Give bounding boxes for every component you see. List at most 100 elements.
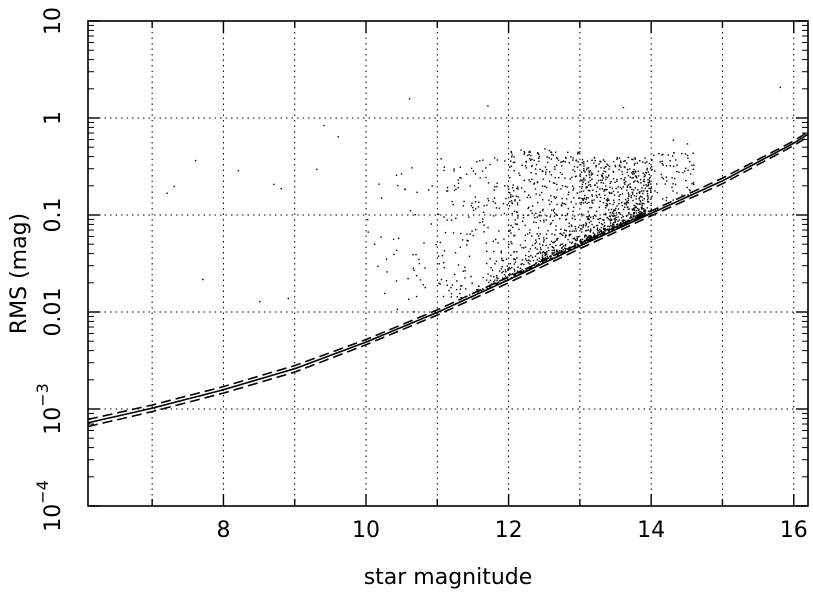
data-point: [598, 180, 599, 181]
data-point: [580, 228, 581, 229]
data-point: [598, 163, 599, 164]
data-point: [567, 152, 568, 153]
data-point: [599, 222, 600, 223]
data-point: [539, 251, 540, 252]
data-point: [584, 198, 585, 199]
data-point: [693, 182, 694, 183]
data-point: [608, 209, 609, 210]
data-point: [384, 293, 385, 294]
data-point: [545, 171, 546, 172]
model-curve-dashed: [88, 137, 808, 427]
data-point: [538, 235, 539, 236]
data-point: [380, 237, 381, 238]
data-point: [529, 229, 530, 230]
data-point: [487, 105, 488, 106]
data-point: [639, 197, 640, 198]
data-point: [489, 164, 490, 165]
data-point: [480, 177, 481, 178]
data-point: [381, 197, 382, 198]
data-point: [586, 168, 587, 169]
data-point: [514, 162, 515, 163]
data-point: [648, 185, 649, 186]
data-point: [494, 280, 495, 281]
data-point: [670, 160, 671, 161]
data-point: [549, 204, 550, 205]
data-point: [288, 298, 289, 299]
data-point: [515, 219, 516, 220]
data-point: [555, 229, 556, 230]
data-point: [546, 251, 547, 252]
data-point: [523, 264, 524, 265]
data-point: [526, 260, 527, 261]
data-point: [532, 213, 533, 214]
data-point: [542, 256, 543, 257]
data-point: [521, 247, 522, 248]
data-point: [534, 160, 535, 161]
data-point: [559, 218, 560, 219]
data-point: [623, 216, 624, 217]
data-point: [598, 171, 599, 172]
data-point: [487, 227, 488, 228]
data-point: [573, 238, 574, 239]
data-point: [397, 185, 398, 186]
data-point: [599, 201, 600, 202]
data-point: [460, 177, 461, 178]
data-point: [596, 191, 597, 192]
data-point: [674, 178, 675, 179]
data-point: [520, 149, 521, 150]
data-point: [620, 214, 621, 215]
data-point: [516, 224, 517, 225]
data-point: [556, 197, 557, 198]
data-point: [608, 175, 609, 176]
y-tick-label: 10−4: [33, 480, 66, 532]
y-tick-label-text: 0.01: [41, 288, 66, 337]
data-point: [588, 226, 589, 227]
data-point: [596, 195, 597, 196]
data-point: [508, 244, 509, 245]
grid: [88, 21, 808, 506]
data-point: [396, 280, 397, 281]
data-point: [639, 160, 640, 161]
data-point: [535, 222, 536, 223]
data-point: [524, 180, 525, 181]
data-point: [563, 245, 564, 246]
data-point: [554, 166, 555, 167]
data-point: [654, 170, 655, 171]
data-point: [581, 202, 582, 203]
data-point: [599, 194, 600, 195]
data-point: [513, 259, 514, 260]
data-point: [607, 226, 608, 227]
data-point: [637, 203, 638, 204]
data-point: [546, 234, 547, 235]
data-point: [509, 268, 510, 269]
data-point: [490, 280, 491, 281]
data-point: [511, 151, 512, 152]
data-point: [497, 278, 498, 279]
data-point: [533, 260, 534, 261]
data-point: [588, 211, 589, 212]
data-point: [606, 164, 607, 165]
data-point: [524, 152, 525, 153]
data-point: [624, 184, 625, 185]
data-point: [650, 199, 651, 200]
data-point: [576, 236, 577, 237]
data-point: [603, 170, 604, 171]
data-point: [585, 199, 586, 200]
data-point: [472, 207, 473, 208]
data-point: [581, 198, 582, 199]
data-point: [578, 236, 579, 237]
data-point: [654, 190, 655, 191]
data-point: [617, 186, 618, 187]
data-point: [512, 203, 513, 204]
data-point: [505, 198, 506, 199]
data-point: [556, 239, 557, 240]
data-point: [689, 161, 690, 162]
data-point: [454, 185, 455, 186]
data-point: [553, 182, 554, 183]
data-point: [648, 188, 649, 189]
data-point: [543, 221, 544, 222]
data-point: [512, 195, 513, 196]
data-point: [562, 203, 563, 204]
data-point: [581, 215, 582, 216]
data-point: [591, 174, 592, 175]
